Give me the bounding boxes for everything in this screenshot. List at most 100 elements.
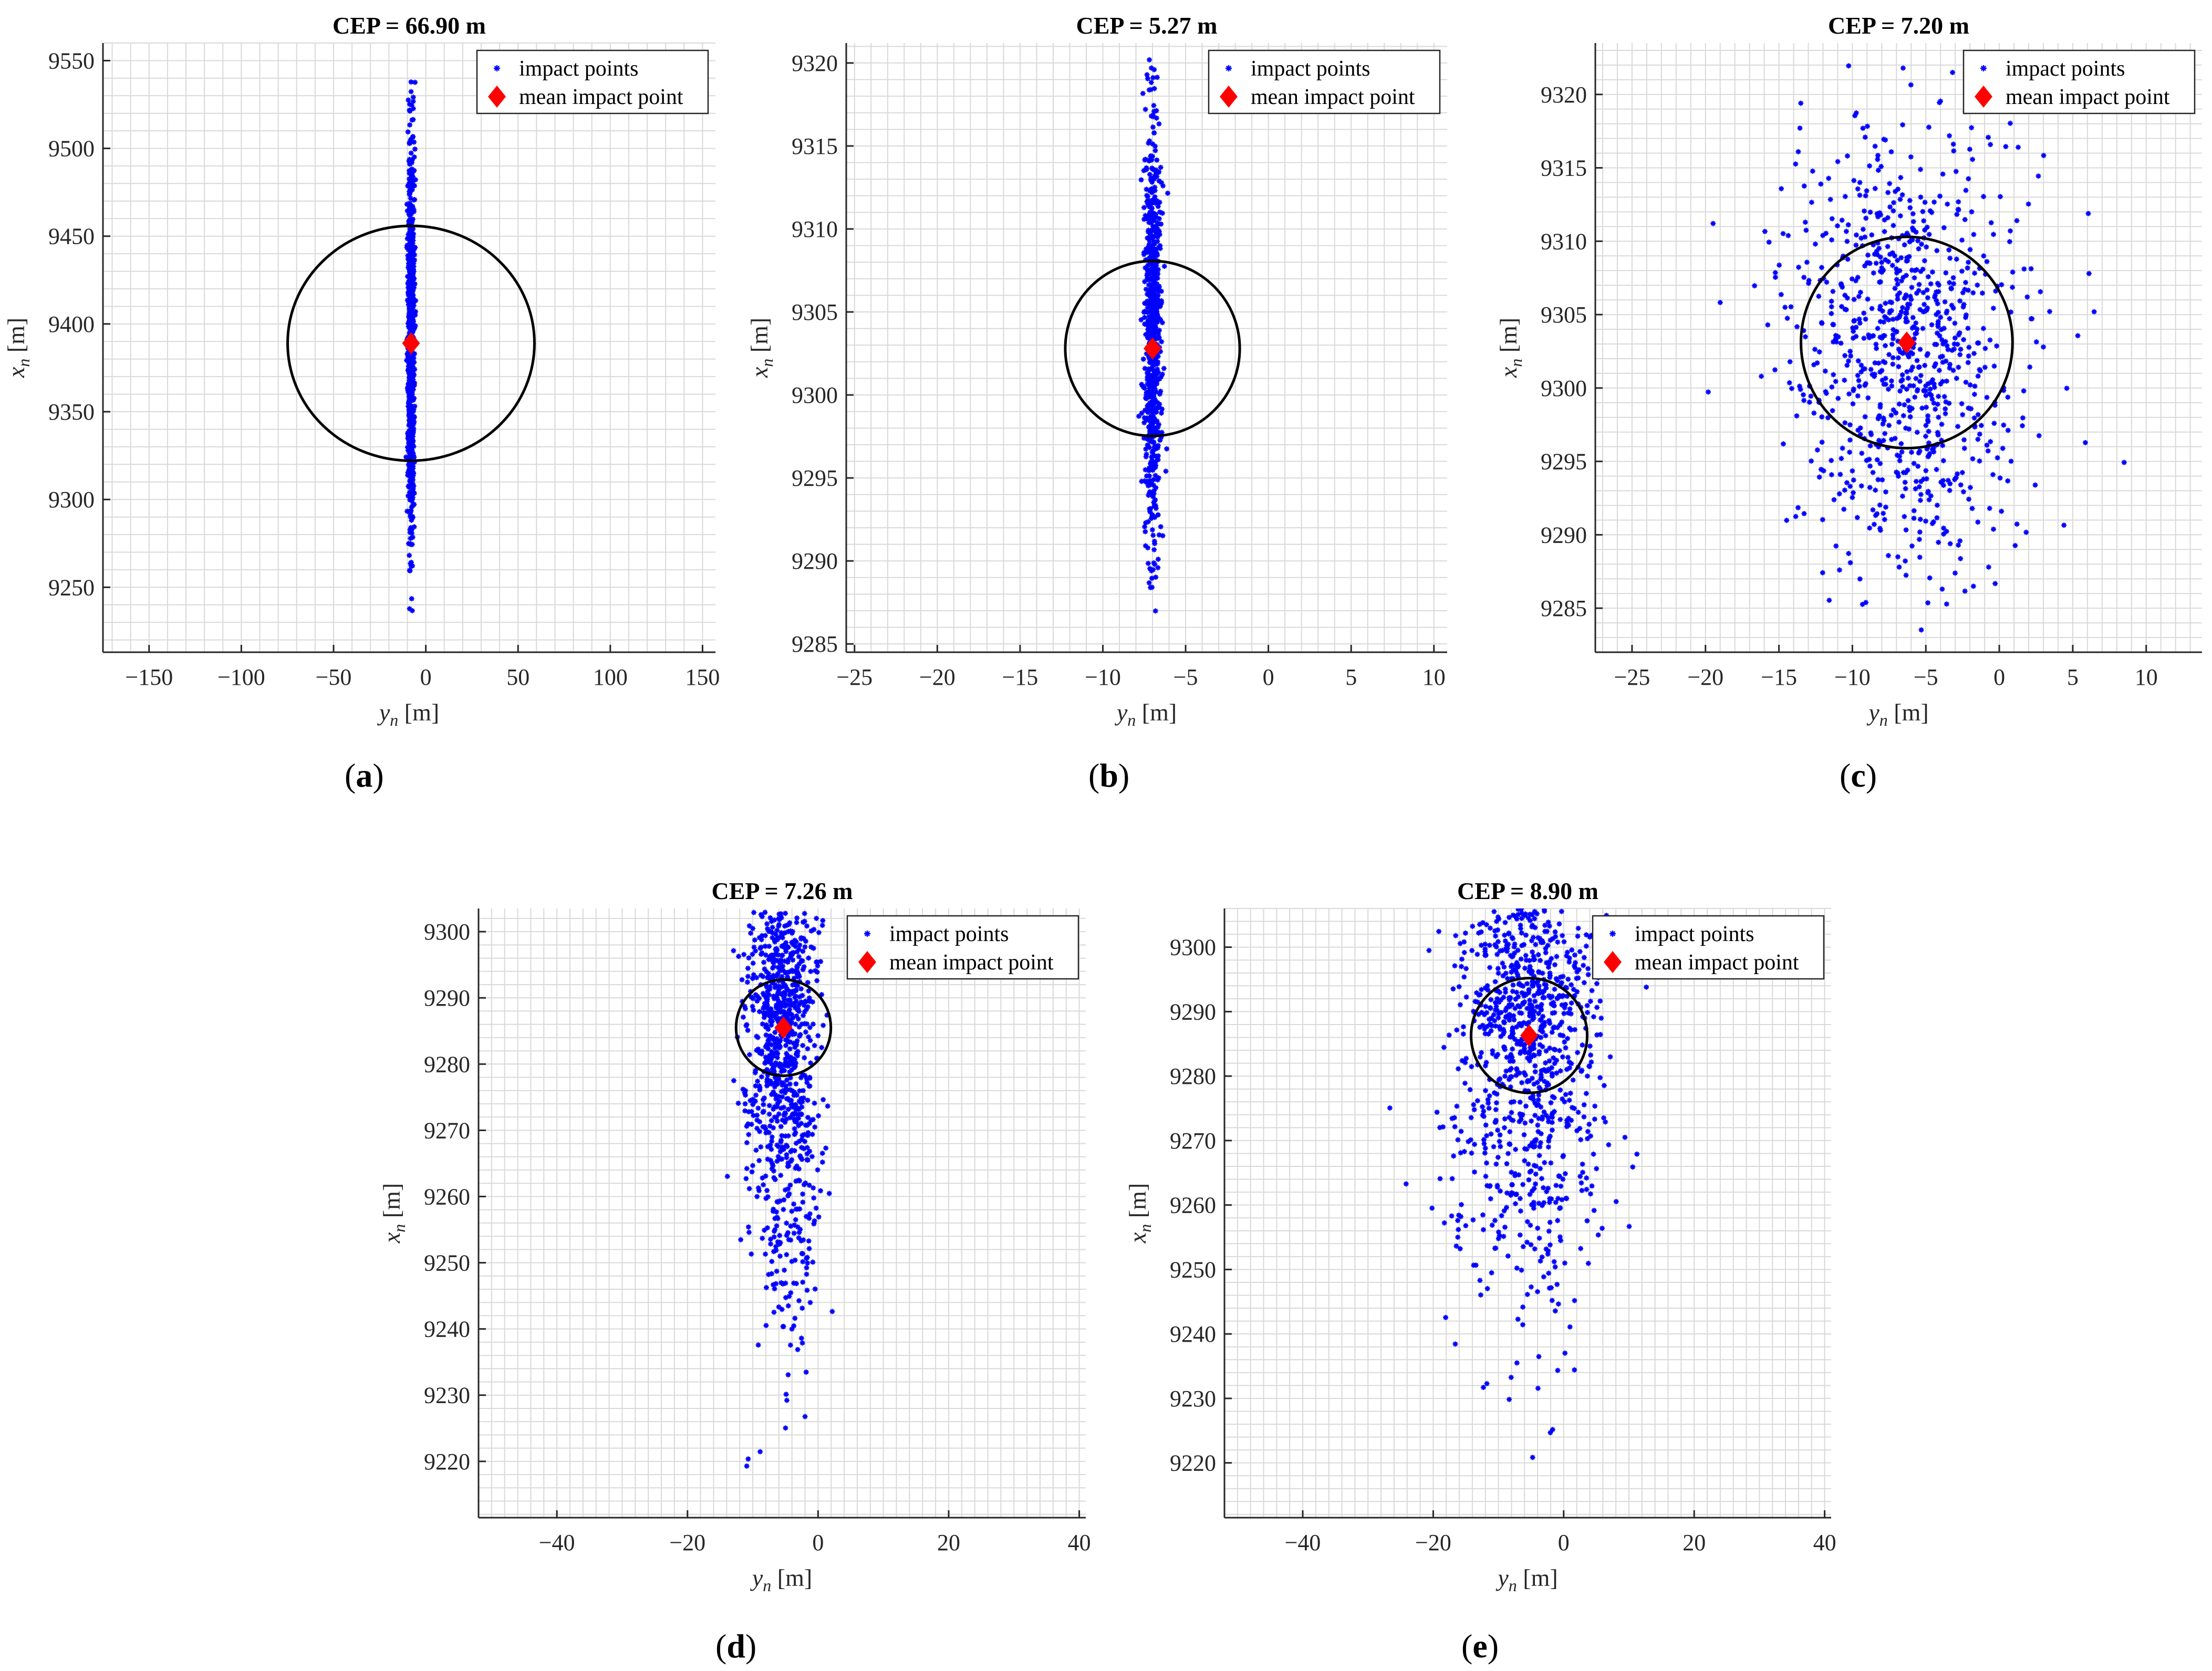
impact-point <box>408 513 413 519</box>
impact-point <box>1513 996 1519 1002</box>
impact-point <box>1156 228 1162 234</box>
impact-point <box>1146 158 1152 164</box>
impact-point <box>1881 267 1886 273</box>
impact-point <box>1502 1008 1508 1014</box>
impact-point <box>784 1144 790 1150</box>
impact-point <box>1152 416 1158 422</box>
impact-point <box>783 1392 789 1397</box>
impact-point <box>1158 301 1164 307</box>
impact-point <box>410 106 416 111</box>
impact-point <box>1515 947 1521 953</box>
impact-point <box>1508 964 1514 969</box>
impact-point <box>404 236 410 242</box>
impact-point <box>407 309 412 315</box>
impact-point <box>2014 521 2020 527</box>
impact-point <box>1151 499 1157 505</box>
impact-point <box>1857 180 1863 185</box>
impact-point <box>1810 168 1815 174</box>
impact-point <box>1914 358 1920 363</box>
impact-point <box>1459 964 1465 969</box>
impact-point <box>1956 199 1961 205</box>
impact-point <box>410 514 416 519</box>
impact-point <box>1992 581 1998 587</box>
impact-point <box>1905 301 1910 307</box>
impact-point <box>807 1038 813 1043</box>
impact-point <box>783 943 789 949</box>
impact-point <box>1855 275 1861 280</box>
impact-point <box>769 1061 774 1067</box>
impact-point <box>764 1022 770 1028</box>
impact-point <box>750 1004 755 1009</box>
impact-point <box>770 1163 776 1168</box>
impact-point <box>1874 346 1879 351</box>
impact-point <box>1894 316 1900 321</box>
impact-point <box>1536 987 1542 993</box>
impact-point <box>1487 1005 1493 1010</box>
impact-point <box>1941 326 1947 331</box>
impact-point <box>1147 478 1153 484</box>
impact-point <box>1787 380 1792 385</box>
impact-point <box>796 1123 802 1129</box>
impact-point <box>2041 153 2047 159</box>
impact-point <box>798 1095 804 1101</box>
impact-point <box>1517 1111 1523 1117</box>
impact-point <box>792 1005 798 1011</box>
impact-point <box>1535 952 1541 958</box>
legend-impact-label: impact points <box>2006 57 2125 81</box>
impact-point <box>1521 942 1527 947</box>
impact-point <box>1524 1219 1530 1225</box>
impact-point <box>796 1235 802 1241</box>
impact-point <box>1526 958 1532 964</box>
impact-point <box>814 959 819 965</box>
impact-point <box>799 1021 805 1027</box>
impact-point <box>802 1055 807 1061</box>
impact-point <box>2036 433 2042 438</box>
impact-point <box>1143 332 1149 338</box>
impact-point <box>807 1300 813 1306</box>
impact-point <box>1883 257 1888 263</box>
impact-point <box>1150 255 1156 260</box>
impact-point <box>785 1230 791 1236</box>
impact-point <box>1151 102 1157 108</box>
impact-point <box>1823 231 1829 236</box>
impact-point <box>776 1094 782 1100</box>
impact-point <box>1561 1010 1567 1016</box>
impact-point <box>408 508 414 514</box>
impact-point <box>779 1066 785 1072</box>
impact-point <box>408 315 414 320</box>
impact-point <box>1943 270 1949 276</box>
impact-point <box>408 236 414 242</box>
impact-point <box>768 1015 774 1020</box>
impact-point <box>1155 512 1161 518</box>
impact-point <box>1493 1100 1499 1106</box>
impact-point <box>1895 296 1901 302</box>
impact-point <box>800 1199 806 1205</box>
impact-point <box>771 1106 776 1112</box>
impact-point <box>1145 275 1150 281</box>
impact-point <box>1151 488 1157 494</box>
impact-point <box>1880 421 1886 427</box>
impact-point <box>1613 1199 1619 1205</box>
impact-point <box>2008 309 2014 315</box>
impact-point <box>1885 244 1891 249</box>
impact-point <box>1896 564 1902 570</box>
impact-point <box>1530 983 1535 989</box>
impact-point <box>1491 1012 1497 1018</box>
impact-point <box>1549 994 1555 999</box>
impact-point <box>1148 408 1154 414</box>
impact-point <box>1856 383 1862 389</box>
impact-point <box>769 952 774 958</box>
impact-point <box>1885 387 1891 392</box>
impact-point <box>1512 1036 1518 1042</box>
impact-point <box>1537 935 1543 941</box>
impact-point <box>1890 332 1896 338</box>
impact-point <box>1501 1045 1507 1050</box>
impact-point <box>1164 446 1170 452</box>
impact-point <box>772 1286 777 1292</box>
impact-point <box>1144 473 1149 479</box>
impact-point <box>1536 1092 1542 1098</box>
impact-point <box>409 117 415 123</box>
impact-point <box>1574 989 1580 995</box>
impact-point <box>1858 362 1864 368</box>
impact-point <box>1522 1120 1528 1126</box>
